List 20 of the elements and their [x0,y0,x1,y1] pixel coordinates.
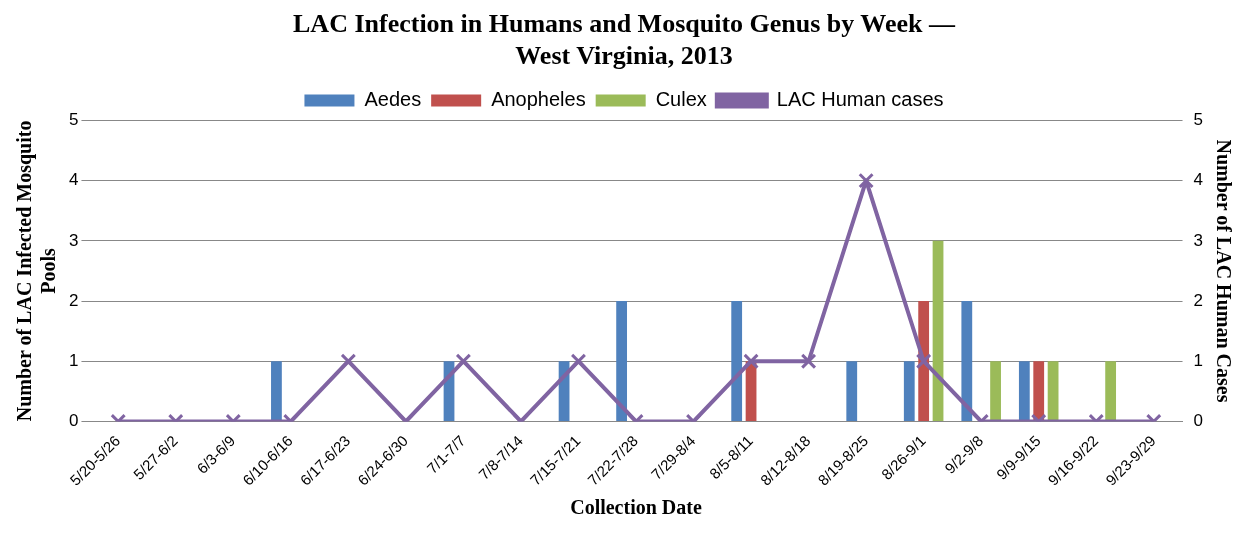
y-tick-label: 3 [68,230,79,250]
legend-label: LAC Human cases [776,87,944,110]
y2-tick-label: 3 [1193,230,1204,250]
legend-label: Aedes [364,87,422,110]
y2-tick-label: 5 [1193,110,1204,130]
y-tick-label: 4 [68,170,79,190]
legend-label: Anopheles [491,87,586,110]
y2-tick-label: 4 [1193,170,1204,190]
y-tick-label: 1 [68,350,79,370]
y-tick-label: 5 [68,110,79,130]
y-tick-label: 0 [68,411,79,431]
y-tick-label: 2 [68,290,79,310]
y-axis-title: Number of LAC Infected Mosquito Pools [13,120,60,422]
chart-title: LAC Infection in Humans and Mosquito Genus by Week — West Virginia, 2013 [293,9,956,70]
y2-tick-label: 1 [1193,350,1204,370]
legend-label: Culex [655,87,707,110]
y2-tick-label: 2 [1193,290,1204,310]
y2-axis-title: Number of LAC Human Cases [1212,139,1235,403]
y2-tick-label: 0 [1193,411,1204,431]
x-axis-title: Collection Date [570,496,702,519]
